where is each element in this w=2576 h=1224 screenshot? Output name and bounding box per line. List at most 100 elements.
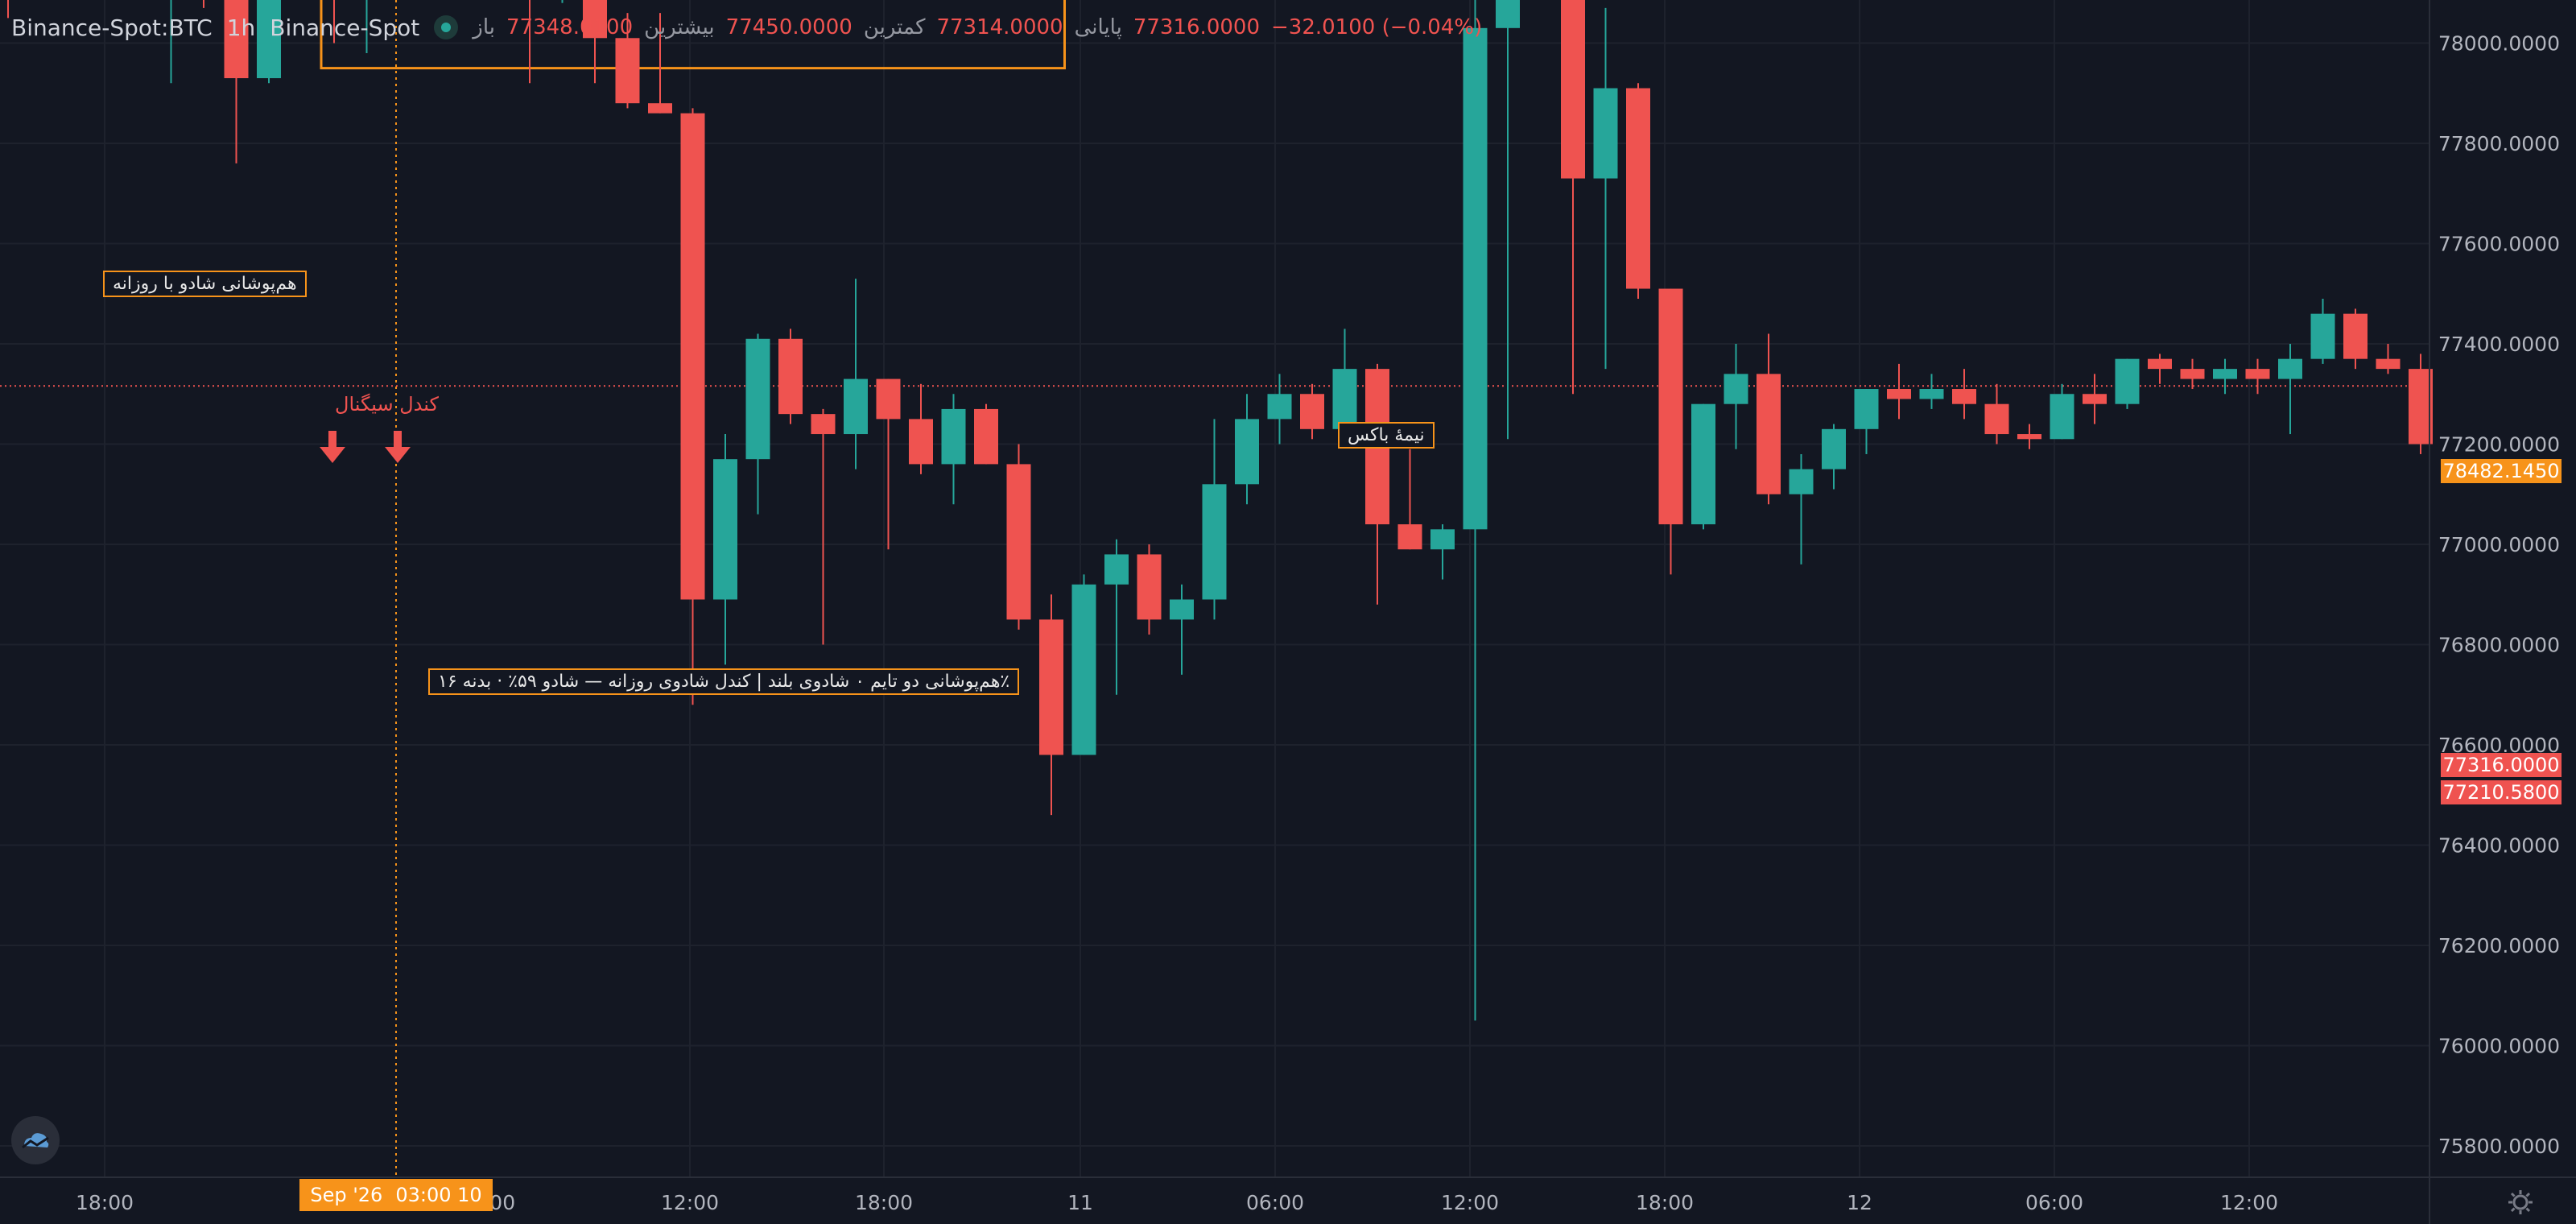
price-tick-label: 78000.0000 [2438,32,2560,56]
candle-up [1496,0,1520,440]
candle-body [2050,394,2074,440]
change-value: −32.0100 (−0.04%) [1271,15,1483,39]
candle-body [713,459,737,600]
half-box-label[interactable]: نیمهٔ باکس [1338,422,1435,449]
candle-body [2376,358,2401,370]
price-axis: 75800.0000 76000.0000 76200.0000 76400.0000… [2429,0,2560,1224]
candle-down [583,0,607,84]
cloud-logo-icon[interactable] [11,1116,60,1164]
candle-body [1952,389,1976,404]
candle-up [1593,7,1618,370]
candle-down [680,108,705,705]
exchange-name: Binance-Spot [270,14,420,41]
candle-up [1332,329,1357,435]
arrow-head [385,447,411,463]
candle-body [778,338,803,415]
gear-icon[interactable] [2507,1189,2534,1216]
high-value: 77450.0000 [725,15,852,39]
candle-up [941,394,966,505]
chart-header: Binance-Spot:BTC 1h Binance-Spot باز 773… [11,11,1482,43]
candle-body [1463,27,1488,530]
candle-body [1658,288,1683,525]
time-tick-label: 12:00 [2220,1191,2278,1214]
arrow-shaft [394,431,402,449]
candle-body [1757,374,1781,494]
candle-up [1235,394,1259,505]
signal-arrow-icon [385,431,411,463]
price-tick-label: 76200.0000 [2438,934,2560,957]
candle-down [1984,383,2009,445]
candle-down [1137,544,1162,635]
candle-down [778,329,803,424]
candle-up [1104,539,1129,695]
candle-body [2213,369,2237,379]
market-status-icon [434,15,459,39]
candle-up [1919,374,1944,409]
candle-down [1365,363,1389,605]
candle-down [2376,344,2401,374]
candle-body [941,408,966,465]
candle-down [1952,369,1976,420]
candle-body [1332,369,1357,429]
interval-label[interactable]: 1h [226,14,256,41]
candle-body [1071,584,1096,755]
candle-up [2050,383,2074,440]
time-tick-label: 06:00 [1246,1191,1304,1214]
overlap-stats-label[interactable]: ٪هم‌پوشانی دو تایم ۰ شادوی بلند | کندل ش… [428,668,1020,695]
daily-wick-overlap-label[interactable]: هم‌پوشانی شادو با روزانه [103,271,307,297]
candle-body [1984,403,2009,435]
candle-up [257,0,281,84]
candle-up [2213,358,2237,395]
high-label: بیشترین [644,15,715,39]
candle-body [1202,484,1227,600]
price-tick-label: 77600.0000 [2438,233,2560,256]
candle-body [1691,403,1715,525]
candle-up [2310,298,2335,364]
candle-body [1854,389,1879,429]
candle-down [1039,594,1063,816]
candle-down [909,383,933,474]
price-tick-label: 76800.0000 [2438,634,2560,657]
candle-body [1397,524,1422,550]
candle-up [1430,524,1455,580]
candle-down [333,0,335,43]
candle-down [529,0,530,84]
annotations-layer [320,431,411,463]
candles-layer [7,0,2433,1021]
candle-up [844,279,868,469]
signal-candle-label[interactable]: کندل سیگنال [335,393,439,416]
candle-body [811,414,836,435]
time-tick-label: 12 [1847,1191,1872,1214]
candle-down [1006,444,1031,630]
candle-body [2115,358,2140,404]
candle-up [170,0,172,84]
candle-body [583,0,607,39]
candle-down [2245,358,2270,395]
candle-body [1170,599,1194,620]
candle-up [1170,584,1194,675]
candle-body [1724,374,1748,404]
arrow-head [320,447,345,463]
time-tick-label: 12:00 [661,1191,719,1214]
candle-down [811,408,836,645]
time-tick-label: 18:00 [855,1191,913,1214]
price-tick-label: 77800.0000 [2438,132,2560,155]
candle-body [224,0,249,79]
candle-body [648,103,672,114]
candle-body [1137,554,1162,620]
candle-up [2115,358,2140,409]
low-value: 77314.0000 [936,15,1063,39]
price-tick-label: 77400.0000 [2438,333,2560,356]
candle-body [680,113,705,600]
symbol-name[interactable]: Binance-Spot:BTC [11,14,213,41]
candle-down [974,403,998,465]
price-tick-label: 77000.0000 [2438,533,2560,556]
candle-up [1854,389,1879,454]
crosshair-time: 03:00 10 [395,1184,482,1206]
candle-body [2343,313,2368,359]
candle-body [1887,389,1911,399]
candle-down [1757,333,1781,505]
overlap-box [320,0,1066,70]
price-tick-label: 76400.0000 [2438,834,2560,858]
